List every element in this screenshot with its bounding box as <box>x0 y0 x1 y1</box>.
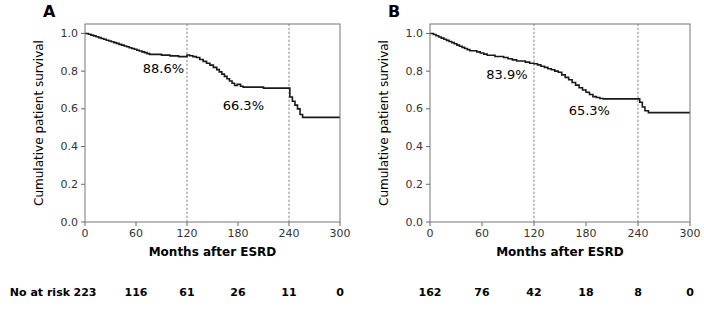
plot-frame <box>85 24 340 222</box>
x-tick-label: 60 <box>475 227 489 240</box>
x-tick-label: 0 <box>427 227 434 240</box>
x-axis-label: Months after ESRD <box>149 245 277 259</box>
x-tick-label: 60 <box>129 227 143 240</box>
x-axis-label: Months after ESRD <box>496 245 624 259</box>
x-tick <box>638 222 639 226</box>
reference-line <box>288 24 289 222</box>
y-tick <box>426 71 430 72</box>
y-tick <box>426 222 430 223</box>
x-tick <box>430 222 431 226</box>
x-tick <box>85 222 86 226</box>
reference-line <box>637 24 638 222</box>
x-tick-label: 300 <box>680 227 701 240</box>
at-risk-value: 162 <box>419 286 442 299</box>
figure: 0.00.20.40.60.81.006012018024030088.6%66… <box>0 0 704 317</box>
y-tick-label: 0.2 <box>406 178 424 191</box>
y-tick-label: 0.6 <box>406 102 424 115</box>
x-tick <box>534 222 535 226</box>
survival-curve <box>85 33 340 117</box>
reference-line <box>533 24 534 222</box>
survival-curve <box>430 33 690 112</box>
y-tick-label: 0.6 <box>61 102 79 115</box>
y-tick-label: 1.0 <box>406 27 424 40</box>
at-risk-value: 42 <box>526 286 541 299</box>
plot-area <box>430 24 690 222</box>
y-axis-label: Cumulative patient survival <box>377 40 391 206</box>
y-tick-label: 0.4 <box>406 140 424 153</box>
at-risk-value: 223 <box>74 286 97 299</box>
annotation: 66.3% <box>223 98 264 113</box>
panel: 0.0 0.2 0.4 0.6 0.8 1.0 0 60 120 180 240 300 88.6% 66… <box>10 2 351 299</box>
x-tick <box>690 222 691 226</box>
panel: 0.00.20.40.60.81.006012018024030083.9%65… <box>377 2 701 299</box>
y-tick <box>426 184 430 185</box>
annotation: 88.6% <box>143 61 184 76</box>
x-tick <box>289 222 290 226</box>
x-tick-label: 120 <box>524 227 545 240</box>
at-risk-value: 76 <box>474 286 490 299</box>
y-axis-label: Cumulative patient survival <box>32 40 46 206</box>
at-risk-value: 61 <box>179 286 194 299</box>
at-risk-value: 11 <box>281 286 296 299</box>
plot-frame <box>430 24 690 222</box>
y-tick-label: 1.0 <box>61 27 79 40</box>
y-tick <box>426 146 430 147</box>
y-tick <box>426 108 430 109</box>
y-tick-label: 0.2 <box>61 178 79 191</box>
y-tick-label: 0.0 <box>61 216 79 229</box>
y-tick <box>81 71 85 72</box>
y-tick <box>426 33 430 34</box>
x-tick-label: 180 <box>576 227 597 240</box>
x-tick-label: 240 <box>279 227 300 240</box>
y-tick <box>81 222 85 223</box>
y-tick <box>81 108 85 109</box>
x-tick-label: 300 <box>330 227 351 240</box>
y-tick-label: 0.8 <box>61 65 79 78</box>
at-risk-value: 0 <box>336 286 344 299</box>
x-tick <box>340 222 341 226</box>
panel-label: A <box>43 2 56 21</box>
at-risk-value: 18 <box>578 286 593 299</box>
y-tick-label: 0.4 <box>61 140 79 153</box>
x-tick <box>136 222 137 226</box>
plot-area <box>85 24 340 222</box>
at-risk-value: 0 <box>686 286 694 299</box>
y-tick <box>81 184 85 185</box>
x-tick-label: 180 <box>228 227 249 240</box>
at-risk-label: No at risk <box>10 286 71 299</box>
background <box>0 0 704 317</box>
panel-label: B <box>388 2 400 21</box>
y-tick <box>81 33 85 34</box>
at-risk-value: 8 <box>634 286 642 299</box>
annotation: 65.3% <box>569 103 610 118</box>
y-tick <box>81 146 85 147</box>
at-risk-value: 26 <box>230 286 246 299</box>
y-tick-label: 0.0 <box>406 216 424 229</box>
x-tick-label: 240 <box>628 227 649 240</box>
x-tick <box>187 222 188 226</box>
x-tick-label: 120 <box>177 227 198 240</box>
reference-line <box>186 24 187 222</box>
x-tick-label: 0 <box>82 227 89 240</box>
at-risk-value: 116 <box>125 286 148 299</box>
x-tick <box>482 222 483 226</box>
x-tick <box>238 222 239 226</box>
x-tick <box>586 222 587 226</box>
y-tick-label: 0.8 <box>406 65 424 78</box>
annotation: 83.9% <box>486 67 527 82</box>
